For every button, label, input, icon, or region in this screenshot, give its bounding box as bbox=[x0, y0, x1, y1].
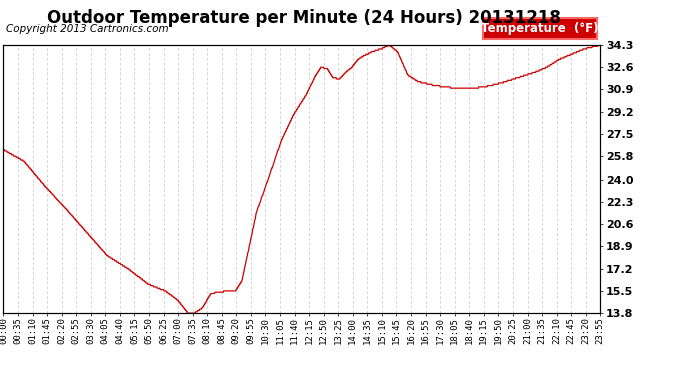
Text: Temperature  (°F): Temperature (°F) bbox=[481, 22, 599, 35]
Text: Copyright 2013 Cartronics.com: Copyright 2013 Cartronics.com bbox=[6, 24, 168, 34]
Text: Outdoor Temperature per Minute (24 Hours) 20131218: Outdoor Temperature per Minute (24 Hours… bbox=[47, 9, 560, 27]
